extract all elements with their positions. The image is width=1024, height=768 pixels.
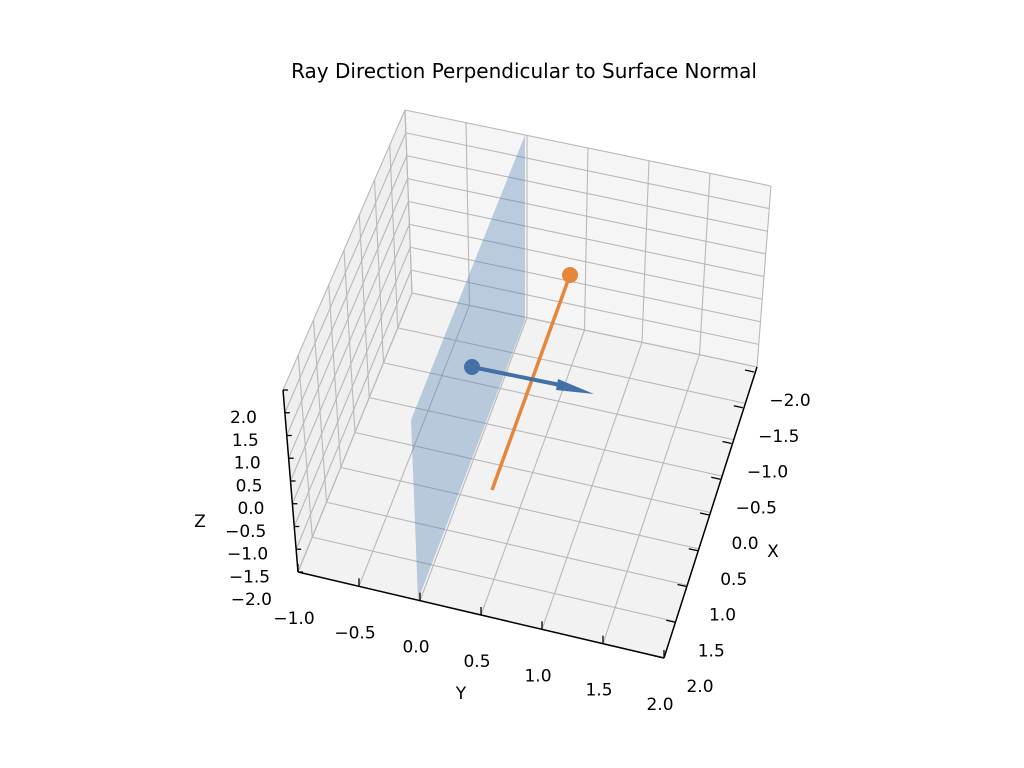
z-tick-label: −1.5 [229,567,270,587]
x-axis-label: X [767,542,779,562]
x-tick [733,405,743,409]
x-tick [688,548,698,552]
y-tick-label: 1.5 [585,681,612,701]
y-tick-label: 0.5 [463,652,490,672]
chart-title: Ray Direction Perpendicular to Surface N… [291,59,757,83]
floor-pane [298,293,757,658]
left-wall-gridline [328,284,342,468]
x-tick [677,583,687,588]
z-tick-label: 0.0 [237,499,264,519]
z-axis-label: Z [194,512,206,532]
x-tick-label: 1.0 [709,606,736,626]
z-tick-label: −2.0 [231,590,272,610]
x-tick [744,369,755,373]
left-wall-gridline [297,354,313,538]
tick-labels: −2.0−1.5−1.0−0.50.00.51.01.52.0−1.0−0.50… [225,391,811,715]
floor-gridline [397,327,746,404]
x-tick-label: 2.0 [686,677,713,697]
floor-gridline [369,397,723,477]
x-tick [654,655,665,659]
normal-point [562,267,578,283]
y-tick-label: −1.0 [273,609,314,629]
z-tick-label: −1.0 [227,545,268,565]
left-wall-gridline [343,249,356,433]
back-wall-gridline [404,109,772,187]
left-wall-gridline [373,179,385,363]
normal-line [490,274,572,491]
back-wall-gridline [407,178,766,255]
left-wall-gridline [312,319,328,503]
left-wall-gridline [404,109,413,294]
back-wall-gridline [405,132,770,210]
z-tick-label: −0.5 [225,522,266,542]
x-tick [711,476,721,480]
x-tick-label: 1.5 [698,641,725,661]
ray-origin-point [464,359,480,375]
data-marks [411,135,594,600]
x-tick-label: −1.5 [758,427,799,447]
left-wall-gridline [358,214,370,398]
x-tick [666,619,676,623]
x-tick [722,440,732,445]
y-tick-label: 0.0 [402,638,429,658]
y-axis-label: Y [455,684,467,704]
back-wall-gridline [411,269,759,345]
back-wall-gridline [406,155,768,232]
back-wall-gridline [410,246,761,323]
left-pane [283,110,412,572]
z-tick-label: 1.0 [234,454,261,474]
y-tick-label: −0.5 [334,623,375,643]
floor-gridline [383,362,734,441]
ray-shaft [471,365,566,388]
z-tick-label: 2.0 [230,408,257,428]
axis-lines [282,366,758,659]
y-tick-label: 2.0 [646,695,673,715]
ray-arrowhead [556,379,594,394]
x-tick-label: −1.0 [747,463,788,483]
x-tick-label: 0.0 [731,534,758,554]
left-wall-gridline [389,144,399,328]
floor-gridline [354,431,711,514]
back-wall-gridline [408,200,765,278]
back-wall-gridline [409,223,763,300]
x-tick-label: −2.0 [769,391,810,411]
floor-gridline [340,466,699,550]
floor-gridline [411,292,758,368]
floor-gridline [326,501,688,586]
z-tick-label: 0.5 [236,476,263,496]
x-tick-label: −0.5 [736,498,777,518]
floor-gridline [312,536,676,623]
x-tick [699,512,710,516]
y-tick-label: 1.0 [524,666,551,686]
x-tick-label: 0.5 [720,570,747,590]
z-tick-label: 1.5 [232,431,259,451]
x-axis-line [663,366,758,659]
